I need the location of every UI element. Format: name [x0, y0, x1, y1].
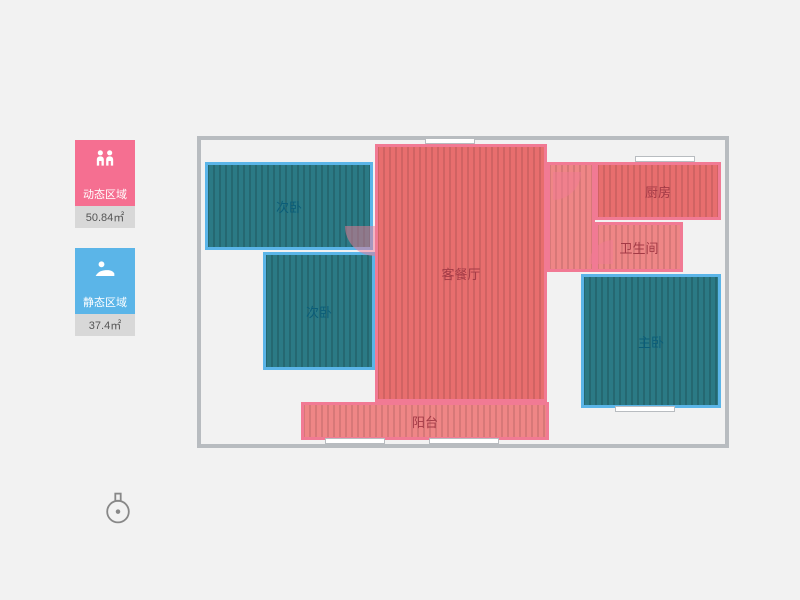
room-label: 次卧 [276, 197, 302, 216]
room-label: 阳台 [412, 412, 438, 431]
window [325, 438, 385, 444]
legend-dynamic-value: 50.84㎡ [75, 206, 135, 228]
static-rest-icon [75, 248, 135, 290]
room-label: 主卧 [638, 332, 664, 351]
room-balcony: 阳台 [301, 402, 549, 440]
legend-panel: 动态区域 50.84㎡ 静态区域 37.4㎡ [75, 140, 135, 356]
room-label: 卫生间 [619, 238, 658, 257]
legend-static: 静态区域 37.4㎡ [75, 248, 135, 336]
legend-static-label: 静态区域 [75, 290, 135, 314]
dynamic-people-icon [75, 140, 135, 182]
room-kitchen: 厨房 [595, 162, 721, 220]
room-master: 主卧 [581, 274, 721, 408]
compass-icon [100, 490, 136, 526]
legend-static-value: 37.4㎡ [75, 314, 135, 336]
room-label: 客餐厅 [441, 264, 480, 283]
window [429, 438, 499, 444]
room-label: 次卧 [306, 302, 332, 321]
room-living: 客餐厅 [375, 144, 547, 402]
legend-dynamic-label: 动态区域 [75, 182, 135, 206]
window [635, 156, 695, 162]
window [425, 138, 475, 144]
legend-dynamic: 动态区域 50.84㎡ [75, 140, 135, 228]
window [615, 406, 675, 412]
floor-plan: 次卧 次卧 客餐厅 厨房 卫生间 主卧 阳台 [205, 140, 725, 460]
room-bedroom2b: 次卧 [263, 252, 375, 370]
room-label: 厨房 [645, 182, 671, 201]
